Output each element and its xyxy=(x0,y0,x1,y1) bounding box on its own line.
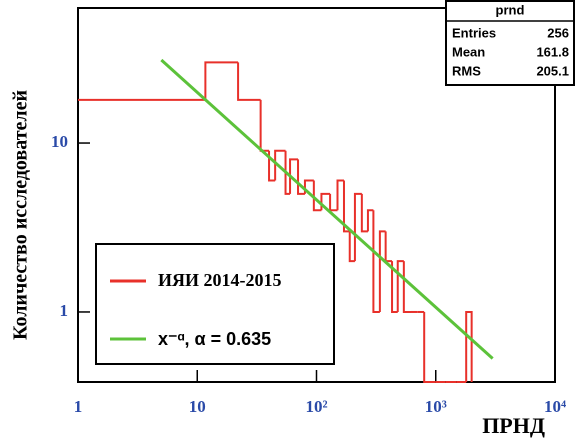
stats-value: 205.1 xyxy=(536,63,569,78)
histogram-bin xyxy=(284,150,291,195)
legend-label: ИЯИ 2014-2015 xyxy=(158,270,282,290)
x-tick-label: 1 xyxy=(74,397,83,416)
stats-label: RMS xyxy=(452,63,481,78)
stats-value: 256 xyxy=(547,25,569,40)
histogram-bin xyxy=(268,150,276,182)
x-axis-label: ПРНД xyxy=(482,413,545,438)
histogram-bin xyxy=(353,192,362,262)
histogram-bin xyxy=(384,231,393,263)
histogram-bin xyxy=(402,261,411,313)
legend-label: x⁻ᵅ, α = 0.635 xyxy=(158,329,271,349)
y-tick-label: 10 xyxy=(51,132,68,151)
stats-box xyxy=(445,0,575,86)
legend-box xyxy=(95,243,335,365)
histogram-bin xyxy=(360,193,368,233)
histogram-bin xyxy=(366,209,374,232)
histogram-bin xyxy=(274,149,286,181)
x-tick-label: 10 xyxy=(189,397,206,416)
stats-label: Mean xyxy=(452,44,485,59)
x-tick-label: 10⁴ xyxy=(544,397,566,416)
stats-label: Entries xyxy=(452,25,496,40)
histogram-bin xyxy=(312,180,322,212)
histogram-bin xyxy=(391,261,398,313)
stats-title: prnd xyxy=(496,2,525,17)
y-tick-label: 1 xyxy=(60,301,69,320)
histogram-bin xyxy=(259,99,270,152)
y-axis-label: Количество исследователей xyxy=(10,90,32,340)
histogram-bin xyxy=(237,62,261,101)
histogram-bin xyxy=(336,179,344,211)
x-tick-label: 10³ xyxy=(425,397,447,416)
stats-value: 161.8 xyxy=(536,44,569,59)
histogram-bin xyxy=(423,311,436,383)
histogram-bin xyxy=(329,193,338,212)
histogram-bin xyxy=(289,158,299,194)
histogram-bin xyxy=(396,260,404,312)
histogram-bin xyxy=(204,61,239,100)
fit-line xyxy=(160,58,494,360)
histogram-bin xyxy=(348,231,355,263)
histogram-bin xyxy=(342,180,350,233)
histogram-bin xyxy=(297,159,305,195)
histogram-bin xyxy=(378,230,386,312)
histogram-bin xyxy=(372,210,380,313)
x-tick-label: 10² xyxy=(305,397,327,416)
histogram-bin xyxy=(465,310,473,382)
